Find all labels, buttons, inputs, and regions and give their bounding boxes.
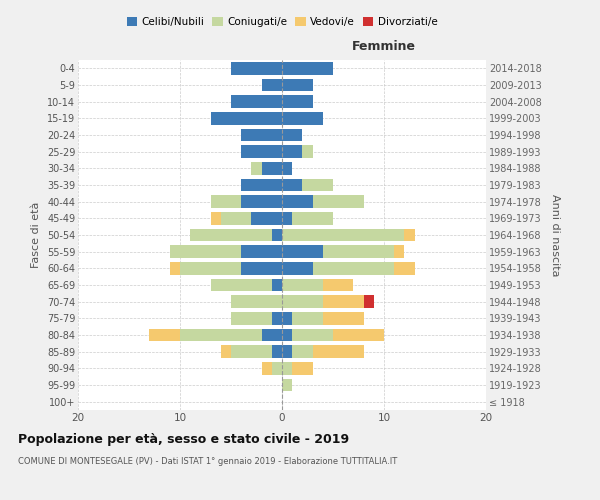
Bar bbox=[149, 329, 180, 341]
Bar bbox=[394, 262, 415, 274]
Bar bbox=[282, 96, 313, 108]
Bar bbox=[231, 96, 282, 108]
Bar bbox=[292, 329, 333, 341]
Bar bbox=[394, 246, 404, 258]
Bar bbox=[323, 296, 364, 308]
Bar bbox=[282, 196, 313, 208]
Bar bbox=[251, 162, 262, 174]
Text: COMUNE DI MONTESEGALE (PV) - Dati ISTAT 1° gennaio 2019 - Elaborazione TUTTITALI: COMUNE DI MONTESEGALE (PV) - Dati ISTAT … bbox=[18, 458, 397, 466]
Bar bbox=[313, 196, 364, 208]
Bar bbox=[180, 262, 241, 274]
Bar bbox=[323, 312, 364, 324]
Bar bbox=[292, 346, 313, 358]
Bar bbox=[302, 179, 333, 192]
Bar bbox=[313, 262, 394, 274]
Bar bbox=[282, 229, 404, 241]
Bar bbox=[231, 346, 272, 358]
Bar bbox=[241, 129, 282, 141]
Bar bbox=[282, 212, 292, 224]
Bar bbox=[323, 279, 353, 291]
Bar bbox=[211, 196, 241, 208]
Bar bbox=[282, 246, 323, 258]
Bar bbox=[282, 329, 292, 341]
Bar bbox=[262, 329, 282, 341]
Bar bbox=[282, 112, 323, 124]
Bar bbox=[404, 229, 415, 241]
Bar bbox=[272, 346, 282, 358]
Bar bbox=[211, 112, 282, 124]
Bar bbox=[292, 362, 313, 374]
Bar bbox=[282, 362, 292, 374]
Bar bbox=[272, 229, 282, 241]
Bar bbox=[241, 196, 282, 208]
Y-axis label: Anni di nascita: Anni di nascita bbox=[550, 194, 560, 276]
Y-axis label: Fasce di età: Fasce di età bbox=[31, 202, 41, 268]
Bar bbox=[282, 129, 302, 141]
Bar bbox=[364, 296, 374, 308]
Text: Femmine: Femmine bbox=[352, 40, 416, 53]
Bar bbox=[262, 362, 272, 374]
Legend: Celibi/Nubili, Coniugati/e, Vedovi/e, Divorziati/e: Celibi/Nubili, Coniugati/e, Vedovi/e, Di… bbox=[122, 12, 442, 31]
Bar bbox=[282, 279, 323, 291]
Bar bbox=[282, 379, 292, 391]
Bar bbox=[282, 162, 292, 174]
Bar bbox=[231, 296, 282, 308]
Bar bbox=[333, 329, 384, 341]
Bar bbox=[262, 79, 282, 92]
Bar bbox=[272, 362, 282, 374]
Bar bbox=[170, 246, 241, 258]
Bar bbox=[211, 212, 221, 224]
Bar bbox=[241, 246, 282, 258]
Bar bbox=[282, 312, 292, 324]
Bar bbox=[262, 162, 282, 174]
Bar bbox=[170, 262, 180, 274]
Bar bbox=[211, 279, 272, 291]
Bar bbox=[313, 346, 364, 358]
Bar bbox=[302, 146, 313, 158]
Bar bbox=[231, 312, 272, 324]
Bar bbox=[221, 212, 251, 224]
Bar bbox=[282, 179, 302, 192]
Bar bbox=[282, 62, 333, 74]
Bar bbox=[272, 312, 282, 324]
Text: Popolazione per età, sesso e stato civile - 2019: Popolazione per età, sesso e stato civil… bbox=[18, 432, 349, 446]
Bar bbox=[180, 329, 262, 341]
Bar bbox=[241, 179, 282, 192]
Bar bbox=[282, 262, 313, 274]
Bar bbox=[190, 229, 272, 241]
Bar bbox=[231, 62, 282, 74]
Bar bbox=[323, 246, 394, 258]
Bar bbox=[282, 79, 313, 92]
Bar bbox=[272, 279, 282, 291]
Bar bbox=[221, 346, 231, 358]
Bar bbox=[282, 146, 302, 158]
Bar bbox=[282, 296, 323, 308]
Bar bbox=[241, 146, 282, 158]
Bar bbox=[292, 212, 333, 224]
Bar bbox=[282, 346, 292, 358]
Bar bbox=[241, 262, 282, 274]
Bar bbox=[292, 312, 323, 324]
Bar bbox=[251, 212, 282, 224]
